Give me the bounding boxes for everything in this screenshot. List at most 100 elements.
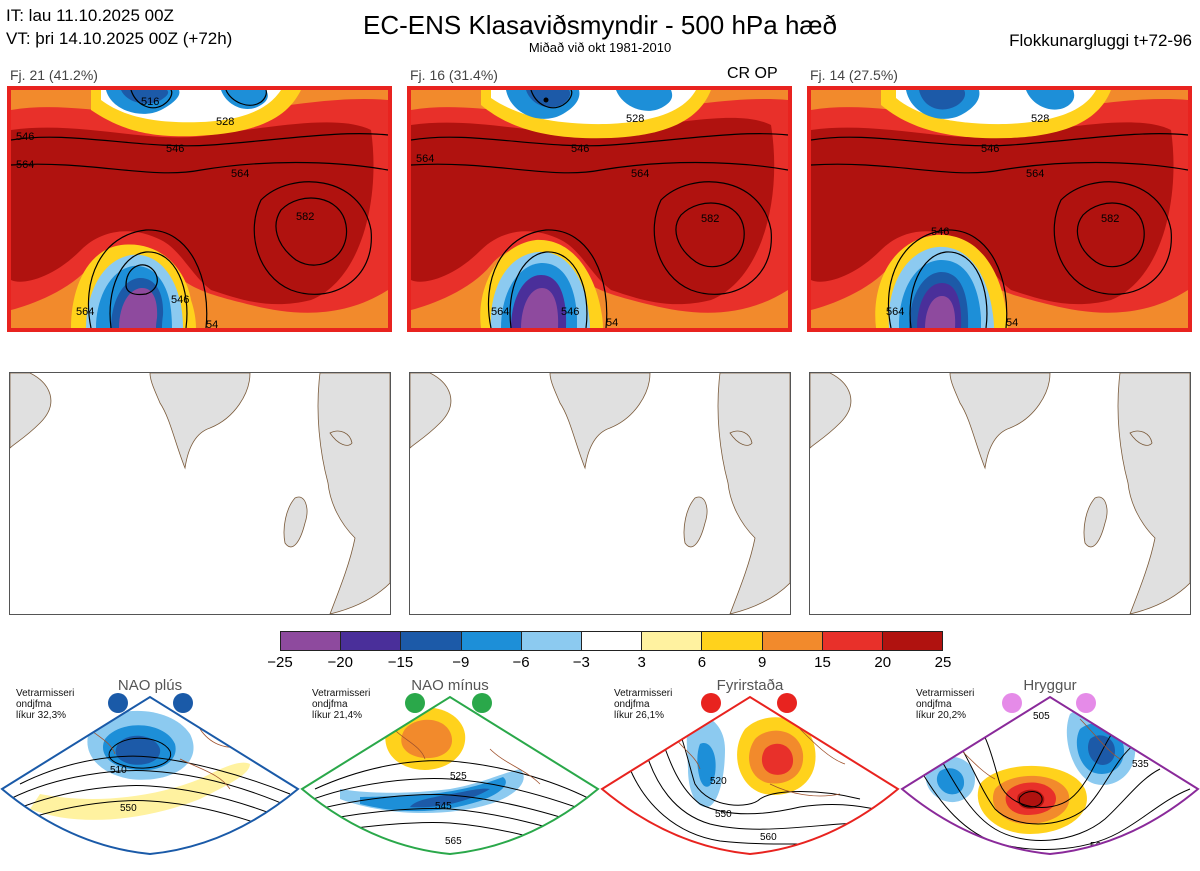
contour-label: 582 [701, 213, 719, 225]
regime-border [900, 695, 1200, 856]
empty-map-3 [809, 372, 1191, 615]
regime-name: Fyrirstaða [716, 677, 784, 694]
colorbar-ticks: −25 −20 −15 −9 −6 −3 3 6 9 15 20 25 [267, 654, 951, 674]
contour-label: 564 [1026, 168, 1044, 180]
page-title: EC-ENS Klasaviðsmyndir - 500 hPa hæð [363, 10, 837, 40]
colorbar-tick: 20 [874, 654, 892, 671]
regime-border [600, 695, 900, 856]
contour-label: 520 [710, 776, 727, 787]
contour-label: 546 [981, 143, 999, 155]
regimes-row: NAO plús Vetrarmisseri ondjfma líkur 32,3% [0, 675, 1200, 871]
colorbar-tick: −20 [327, 654, 353, 671]
contour-label: 546 [171, 294, 189, 306]
colorbar-swatch [882, 632, 943, 650]
contour-label: 546 [571, 143, 589, 155]
colorbar-swatch [581, 632, 643, 650]
contour-label: 564 [631, 168, 649, 180]
contour-label: 564 [491, 306, 509, 318]
cluster-2-label: Fj. 16 (31.4%) [410, 67, 498, 83]
cluster-3-label: Fj. 14 (27.5%) [810, 67, 898, 83]
colorbar-swatch [281, 632, 342, 650]
cluster-1-map: 516 528 546 564 546 582 564 546 564 54 [7, 86, 392, 332]
regime-note: Vetrarmisseri ondjfma líkur 32,3% [16, 688, 75, 721]
cluster-1-label: Fj. 21 (41.2%) [10, 67, 98, 83]
colorbar-tick: −9 [452, 654, 470, 671]
contour-label: 546 [561, 306, 579, 318]
contour-label: 505 [1033, 711, 1050, 722]
contour-label: 54 [606, 317, 618, 328]
colorbar-swatch [401, 632, 462, 650]
colorbar-swatch [521, 632, 582, 650]
regime-name: NAO plús [117, 677, 183, 694]
regime-marker [108, 693, 128, 713]
colorbar-tick: 15 [814, 654, 831, 671]
colorbar-tick: 9 [758, 654, 767, 671]
empty-map-2 [409, 372, 791, 615]
contour-label: 550 [715, 809, 732, 820]
classification-window: Flokkunargluggi t+72-96 [1009, 31, 1192, 50]
colorbar-tick: 6 [697, 654, 707, 671]
regime-marker [701, 693, 721, 713]
regime-marker [405, 693, 425, 713]
colorbar-swatch [762, 632, 823, 650]
empty-map-1 [9, 372, 391, 615]
regime-ridge: Hryggur Vetrarmisseri ondjfma líkur 20,2% [900, 675, 1200, 871]
regime-name: Hryggur [1023, 677, 1077, 694]
contour-label: 564 [76, 306, 94, 318]
colorbar-tick: 3 [637, 654, 646, 671]
contour-label: 564 [416, 153, 434, 165]
colorbar-tick: 25 [934, 654, 952, 671]
colorbar-tick: −6 [512, 654, 530, 671]
contour-label: 564 [886, 306, 904, 318]
colorbar-swatch [822, 632, 883, 650]
colorbar-tick: −3 [572, 654, 590, 671]
contour-label: 516 [141, 96, 159, 108]
contour-label: 535 [1132, 759, 1149, 770]
contour-label: 560 [760, 832, 777, 843]
regime-marker [777, 693, 797, 713]
colorbar-swatch [642, 632, 703, 650]
colorbar [280, 631, 943, 651]
regime-marker [1002, 693, 1022, 713]
cluster-2-badge: CR OP [727, 65, 778, 82]
regime-marker [1076, 693, 1096, 713]
regime-border [0, 695, 300, 856]
colorbar-swatch [341, 632, 402, 650]
contour-label: 510 [110, 765, 127, 776]
contour-label: 528 [1031, 113, 1049, 125]
contour-label: 546 [931, 226, 949, 238]
contour-label: 582 [1101, 213, 1119, 225]
valid-time: VT: þri 14.10.2025 00Z (+72h) [6, 29, 233, 48]
regime-nao-plus: NAO plús Vetrarmisseri ondjfma líkur 32,3% [0, 675, 300, 871]
contour-label: 564 [231, 168, 249, 180]
contour-label: 54 [1006, 317, 1018, 328]
regime-marker [173, 693, 193, 713]
cluster-2-map: 528 546 564 582 564 546 564 54 [407, 86, 792, 332]
contour-label: 525 [450, 771, 467, 782]
regime-note: Vetrarmisseri ondjfma líkur 20,2% [916, 688, 975, 721]
contour-label: 528 [216, 116, 234, 128]
regime-marker [472, 693, 492, 713]
contour-label: 528 [626, 113, 644, 125]
regime-nao-minus: NAO mínus Vetrarmisseri ondjfma líkur 21,4… [300, 675, 600, 871]
regime-note: Vetrarmisseri ondjfma líkur 21,4% [312, 688, 371, 721]
colorbar-swatch [702, 632, 763, 650]
contour-label: 54 [206, 319, 218, 328]
contour-label: 546 [166, 143, 184, 155]
regime-note: Vetrarmisseri ondjfma líkur 26,1% [614, 688, 673, 721]
contour-label: 582 [296, 211, 314, 223]
page-subtitle: Miðað við okt 1981-2010 [528, 40, 672, 55]
regime-border [300, 695, 600, 856]
regime-name: NAO mínus [411, 677, 489, 694]
initial-time: IT: lau 11.10.2025 00Z [6, 6, 174, 25]
contour-label: 565 [445, 836, 462, 847]
contour-label: 550 [120, 803, 137, 814]
colorbar-swatch [461, 632, 522, 650]
cluster-3-map: 528 546 564 582 546 564 54 [807, 86, 1192, 332]
colorbar-tick: −25 [267, 654, 293, 671]
contour-label: 545 [435, 801, 452, 812]
contour-label: 546 [16, 131, 34, 143]
colorbar-tick: −15 [387, 654, 414, 671]
regime-blocking: Fyrirstaða Vetrarmisseri ondjfma líkur 26,… [600, 675, 900, 871]
contour-label: 564 [16, 159, 34, 171]
